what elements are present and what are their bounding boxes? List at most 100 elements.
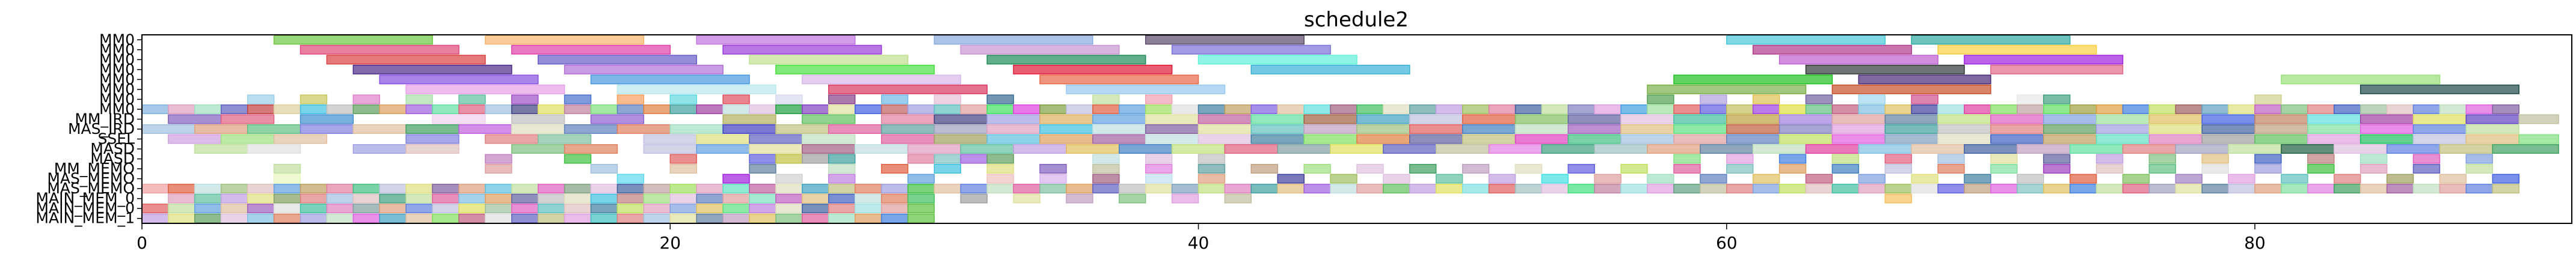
task-bar: [1831, 134, 1886, 144]
task-bar: [326, 193, 354, 204]
task-bar: [907, 184, 935, 194]
task-bar: [511, 104, 539, 114]
task-bar: [775, 64, 935, 74]
task-bar: [300, 44, 460, 55]
task-bar: [220, 193, 248, 204]
task-bar: [1303, 124, 1357, 134]
task-bar: [828, 104, 856, 114]
task-bar: [511, 213, 539, 223]
task-bar: [1567, 104, 1595, 114]
task-bar: [564, 184, 592, 194]
task-bar: [2359, 154, 2388, 164]
task-bar: [696, 204, 724, 214]
task-bar: [2254, 104, 2282, 114]
task-bar: [669, 213, 697, 223]
task-bar: [1752, 184, 1780, 194]
task-bar: [802, 74, 962, 85]
task-bar: [485, 104, 512, 114]
task-bar: [537, 213, 565, 223]
task-bar: [643, 144, 697, 154]
task-bar: [1805, 64, 1965, 74]
task-bar: [1620, 184, 1648, 194]
task-bar: [828, 94, 856, 104]
task-bar: [749, 164, 776, 174]
task-bar: [1409, 114, 1463, 124]
task-bar: [194, 124, 248, 134]
task-bar: [564, 154, 592, 164]
task-bar: [1197, 164, 1226, 174]
task-bar: [802, 134, 856, 144]
task-bar: [1778, 184, 1807, 194]
task-bar: [1990, 104, 2018, 114]
task-bar: [1092, 114, 1146, 124]
task-bar: [1066, 84, 1226, 94]
task-bar: [1858, 174, 1886, 184]
task-bar: [749, 104, 776, 114]
task-bar: [1171, 104, 1199, 114]
task-bar: [933, 134, 988, 144]
task-bar: [405, 144, 460, 154]
task-bar: [379, 204, 407, 214]
task-bar: [1778, 114, 1833, 124]
task-bar: [986, 104, 1014, 114]
task-bar: [1620, 114, 1674, 124]
task-bar: [881, 114, 935, 124]
task-bar: [405, 193, 433, 204]
task-bar: [1778, 164, 1807, 174]
task-bar: [2492, 144, 2559, 154]
task-bar: [828, 204, 856, 214]
task-bar: [2465, 184, 2493, 194]
y-tick-label: MM_IRD: [75, 110, 135, 127]
task-bar: [405, 204, 433, 214]
task-bar: [405, 213, 433, 223]
task-bar: [1964, 184, 1991, 194]
task-bar: [2281, 74, 2441, 85]
task-bar: [1250, 164, 1278, 174]
task-bar: [1673, 74, 1833, 85]
task-bar: [458, 94, 486, 104]
task-bar: [1647, 174, 1674, 184]
task-bar: [2254, 164, 2282, 174]
task-bar: [537, 193, 565, 204]
task-bar: [1330, 144, 1384, 154]
task-bar: [1700, 144, 1754, 154]
task-bar: [326, 104, 354, 114]
task-bar: [1647, 144, 1701, 154]
task-bar: [2254, 134, 2308, 144]
task-bar: [1673, 134, 1727, 144]
task-bar: [933, 164, 962, 174]
task-bar: [960, 193, 988, 204]
task-bar: [722, 204, 750, 214]
task-bar: [1145, 174, 1173, 184]
task-bar: [854, 104, 882, 114]
task-bar: [273, 104, 301, 114]
task-bar: [986, 55, 1146, 65]
task-bar: [590, 164, 618, 174]
task-bar: [1277, 184, 1305, 194]
y-tick-label: MM0: [99, 80, 135, 98]
task-bar: [511, 144, 565, 154]
task-bar: [1039, 104, 1067, 114]
task-bar: [1514, 184, 1543, 194]
task-bar: [1145, 134, 1199, 144]
task-bar: [1911, 104, 1938, 114]
task-bar: [775, 193, 803, 204]
task-bar: [590, 213, 618, 223]
task-bar: [1409, 104, 1437, 114]
task-bar: [458, 204, 486, 214]
task-bar: [696, 35, 856, 45]
task-bar: [1514, 164, 1543, 174]
task-bar: [1197, 104, 1226, 114]
task-bar: [2307, 134, 2361, 144]
task-bar: [1778, 124, 1833, 134]
task-bar: [300, 184, 328, 194]
task-bar: [432, 204, 460, 214]
task-bar: [168, 114, 222, 124]
task-bar: [590, 184, 618, 194]
task-bar: [1964, 174, 1991, 184]
task-bar: [1805, 174, 1833, 184]
task-bar: [643, 193, 671, 204]
task-bar: [2043, 184, 2071, 194]
task-bar: [669, 193, 697, 204]
